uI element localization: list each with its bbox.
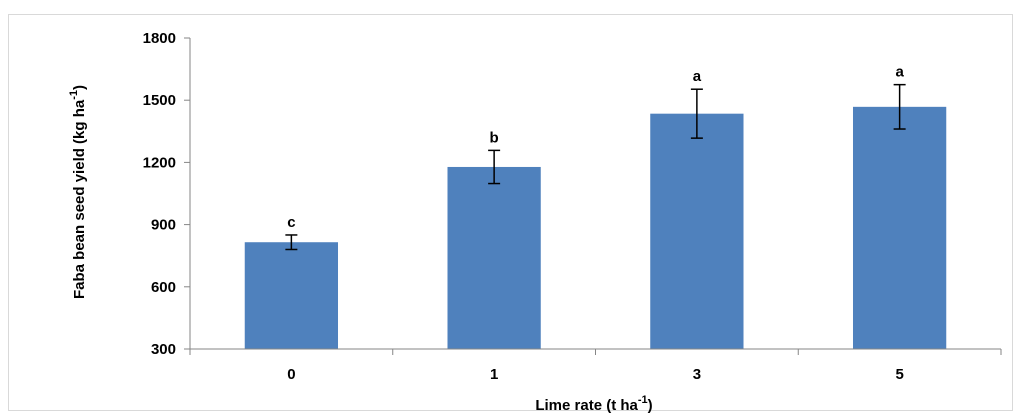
y-axis-title-superscript: -1 [68, 90, 80, 100]
significance-letter: b [490, 129, 499, 146]
bar [244, 242, 339, 349]
x-axis-title: Lime rate (t ha-1) [535, 394, 652, 413]
y-tick-label: 900 [151, 217, 176, 234]
bar [852, 106, 947, 350]
y-axis-ticks: 300 600 900 1200 1500 1800 [143, 30, 190, 358]
significance-letter: a [693, 68, 702, 85]
x-category-label: 0 [287, 366, 295, 383]
y-tick-label: 1200 [143, 154, 176, 171]
x-axis-ticks: 0 1 3 5 [189, 349, 1002, 383]
x-category-label: 5 [895, 366, 903, 383]
error-bars-group [285, 83, 906, 251]
significance-letter: a [895, 64, 904, 81]
y-axis-title: Faba bean seed yield (kg ha-1) [68, 85, 88, 299]
x-axis-title-superscript: -1 [638, 394, 648, 406]
bar [650, 113, 744, 349]
significance-letter: c [287, 214, 295, 231]
y-tick-label: 300 [151, 341, 176, 358]
y-tick-label: 1800 [143, 30, 176, 47]
x-category-label: 1 [490, 366, 498, 383]
error-bar [285, 234, 298, 251]
y-tick-label: 1500 [143, 92, 176, 109]
x-category-label: 3 [693, 366, 701, 383]
error-bar [893, 83, 906, 130]
significance-labels-group: c b a a [287, 64, 904, 231]
error-bar [488, 149, 501, 185]
error-bar [690, 88, 703, 139]
y-tick-label: 600 [151, 279, 176, 296]
bars-group [244, 106, 947, 350]
bar [447, 166, 541, 349]
